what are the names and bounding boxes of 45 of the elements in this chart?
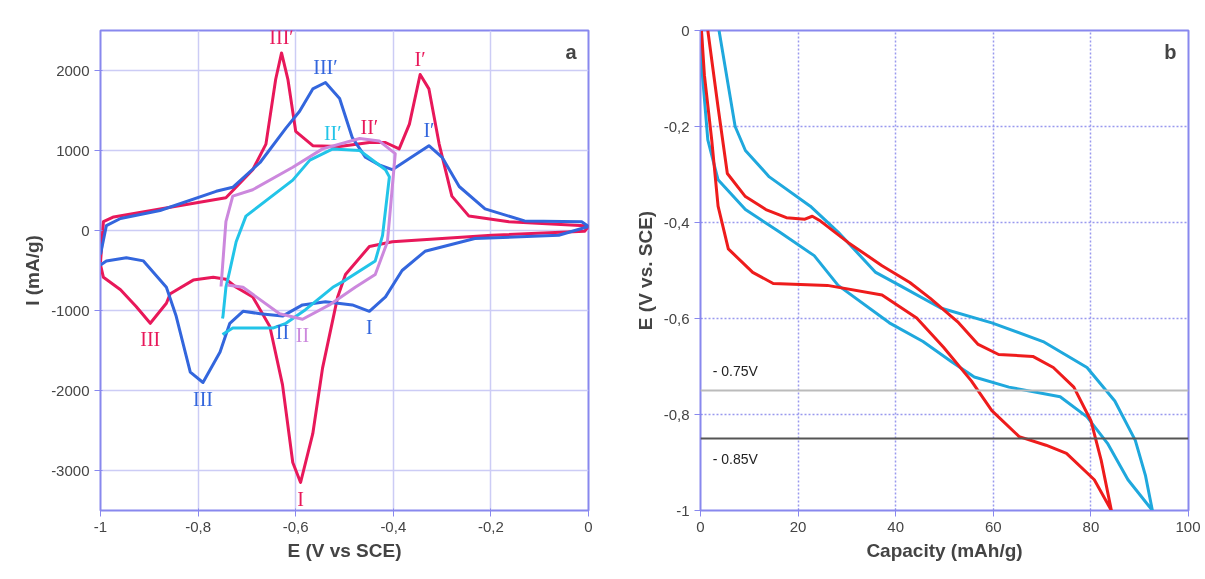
x-tick-label: -0,8 (185, 517, 212, 535)
x-tick-label: 0 (696, 517, 705, 535)
y-tick-label: 2000 (56, 61, 90, 79)
y-tick-label: -2000 (51, 381, 90, 399)
x-tick-label: 40 (887, 517, 905, 535)
annotation: II (275, 321, 290, 344)
annotation: I (366, 316, 373, 339)
annotation: II′ (360, 115, 379, 138)
y-tick-label: 1000 (56, 141, 90, 159)
annotation: b (1164, 40, 1177, 63)
y-tick-label: -0,8 (663, 405, 690, 423)
x-tick-label: 80 (1082, 517, 1100, 535)
annotation: a (565, 40, 578, 63)
x-axis-title: E (V vs SCE) (287, 539, 402, 561)
annotation: II (295, 324, 310, 347)
annotation: III′ (313, 55, 338, 78)
annotation: I′ (423, 118, 435, 141)
annotation: I′ (414, 47, 426, 70)
y-tick-label: -1000 (51, 301, 90, 319)
y-tick-label: -0,4 (663, 213, 690, 231)
y-tick-label: -1 (676, 501, 690, 519)
line-series (100, 81, 589, 384)
y-tick-label: -0,6 (663, 309, 690, 327)
annotation: I (297, 487, 304, 510)
x-tick-label: -0,2 (477, 517, 504, 535)
ref-line-label: - 0.85V (712, 450, 759, 467)
y-tick-label: 0 (681, 21, 690, 39)
x-tick-label: 0 (584, 517, 593, 535)
annotation: II′ (323, 121, 342, 144)
x-tick-label: -0,6 (282, 517, 309, 535)
y-tick-label: -3000 (51, 461, 90, 479)
annotation: III′ (269, 25, 294, 48)
y-axis-title: E (V vs. SCE) (634, 210, 656, 331)
x-tick-label: 60 (984, 517, 1002, 535)
x-tick-label: 100 (1175, 517, 1201, 535)
y-axis-title: I (mA/g) (22, 235, 44, 306)
ref-line-label: - 0.75V (712, 362, 759, 379)
x-tick-label: -0,4 (380, 517, 407, 535)
x-axis-title: Capacity (mAh/g) (866, 539, 1023, 561)
annotation: III (140, 328, 161, 351)
x-tick-label: 20 (789, 517, 807, 535)
annotation: III (192, 387, 213, 410)
y-tick-label: -0,2 (663, 117, 690, 135)
y-tick-label: 0 (81, 221, 90, 239)
x-tick-label: -1 (93, 517, 108, 535)
